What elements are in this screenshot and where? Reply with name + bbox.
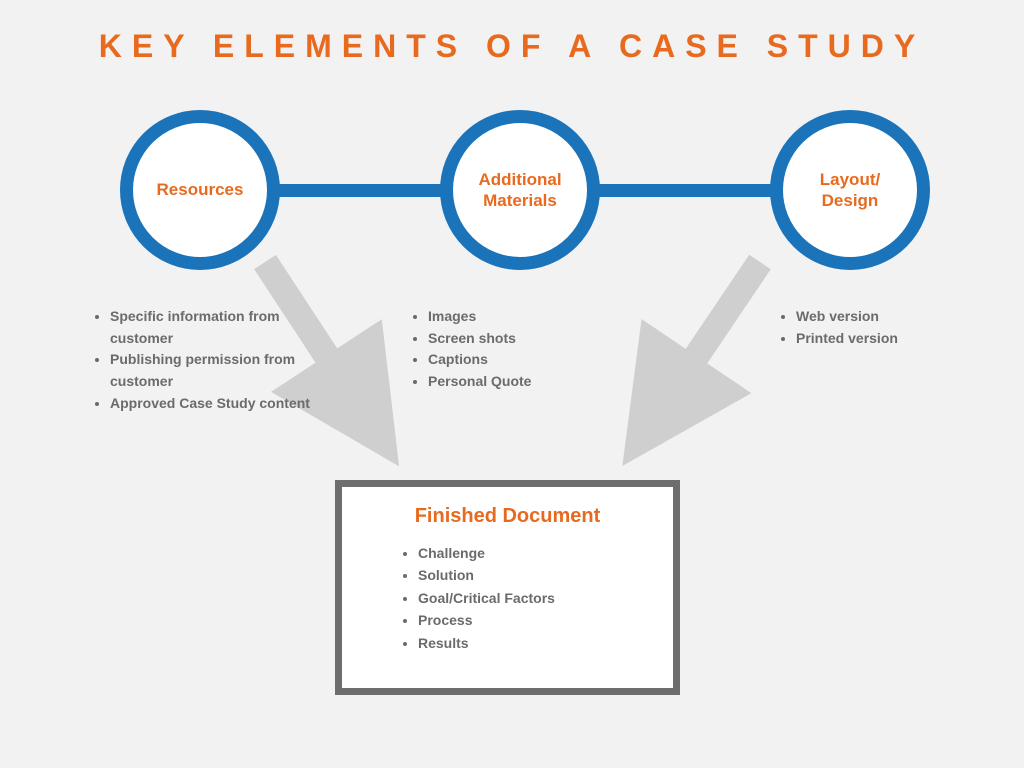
finished-item: Challenge [418,542,645,564]
bullet-column-3: Web versionPrinted version [778,306,978,349]
bullet-item: Printed version [796,328,978,350]
bullet-item: Web version [796,306,978,328]
bullet-item: Publishing permission from customer [110,349,312,392]
finished-item: Results [418,632,645,654]
arrow-2 [652,262,760,422]
finished-item: Process [418,609,645,631]
finished-item: Goal/Critical Factors [418,587,645,609]
bullet-item: Images [428,306,610,328]
finished-document-title: Finished Document [370,505,645,528]
bullet-item: Specific information from customer [110,306,312,349]
bullet-item: Personal Quote [428,371,610,393]
bullet-item: Approved Case Study content [110,393,312,415]
bullet-column-2: ImagesScreen shotsCaptionsPersonal Quote [410,306,610,393]
bullet-item: Screen shots [428,328,610,350]
finished-document-list: ChallengeSolutionGoal/Critical FactorsPr… [370,542,645,654]
finished-document-box: Finished Document ChallengeSolutionGoal/… [335,480,680,695]
finished-item: Solution [418,564,645,586]
bullet-item: Captions [428,349,610,371]
bullet-column-1: Specific information from customerPublis… [92,306,312,414]
